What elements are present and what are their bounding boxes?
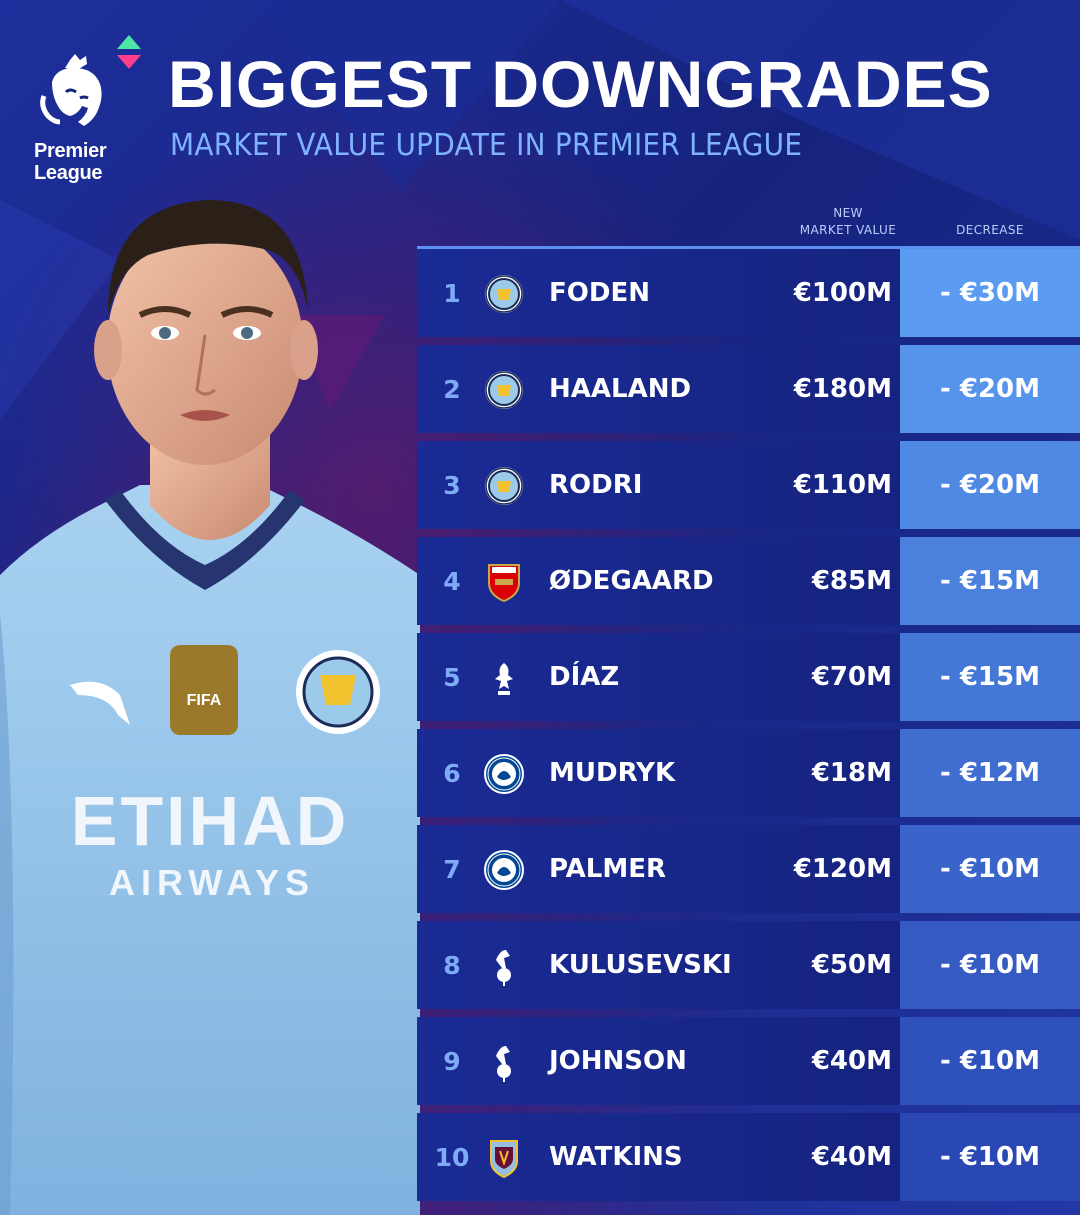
- row-main-cell: 3 RODRI €110M: [417, 441, 900, 529]
- new-market-value: €85M: [811, 566, 892, 596]
- up-down-arrows-icon: [117, 35, 141, 69]
- tottenham-crest-icon: [496, 1046, 511, 1082]
- player-name: KULUSEVSKI: [549, 950, 732, 980]
- decrease-value: - €10M: [900, 921, 1080, 1009]
- player-name: RODRI: [549, 470, 643, 500]
- new-market-value: €70M: [811, 662, 892, 692]
- premier-league-logo: [30, 52, 120, 187]
- rank-number: 5: [443, 662, 461, 692]
- decrease-value: - €12M: [900, 729, 1080, 817]
- rank-number: 9: [443, 1046, 461, 1076]
- row-main-cell: 10 WATKINS €40M: [417, 1113, 900, 1201]
- player-name: WATKINS: [549, 1142, 683, 1172]
- new-market-value: €18M: [811, 758, 892, 788]
- table-row: 7 PALMER €120M - €10M: [417, 825, 1080, 913]
- table-row: 5 DÍAZ €70M - €15M: [417, 633, 1080, 721]
- decrease-value: - €20M: [900, 441, 1080, 529]
- row-main-cell: 1 FODEN €100M: [417, 249, 900, 337]
- man-city-crest-icon: [485, 467, 523, 505]
- lion-icon: [40, 54, 102, 126]
- player-name: ØDEGAARD: [549, 566, 714, 596]
- logo-text-premier: Premier: [34, 140, 107, 162]
- arsenal-crest-icon: [488, 564, 520, 603]
- player-photo: FIFA ETIHAD AIRWAYS: [0, 200, 420, 1215]
- decrease-value: - €30M: [900, 249, 1080, 337]
- new-market-value: €120M: [793, 854, 892, 884]
- new-market-value: €100M: [793, 278, 892, 308]
- shirt-sponsor-etihad: ETIHAD: [71, 782, 350, 860]
- rank-number: 2: [443, 374, 461, 404]
- chelsea-crest-icon: [484, 754, 524, 794]
- premier-league-wordmark: Premier League: [34, 140, 107, 184]
- aston-villa-crest-icon: [490, 1140, 518, 1179]
- logo-text-league: League: [34, 162, 103, 184]
- row-main-cell: 4 ØDEGAARD €85M: [417, 537, 900, 625]
- decrease-value: - €10M: [900, 1017, 1080, 1105]
- fifa-badge-text: FIFA: [187, 692, 222, 709]
- column-header-decrease: DECREASE: [956, 223, 1024, 237]
- rank-number: 8: [443, 950, 461, 980]
- decrease-value: - €15M: [900, 633, 1080, 721]
- tottenham-crest-icon: [496, 950, 511, 986]
- table-row: 6 MUDRYK €18M - €12M: [417, 729, 1080, 817]
- row-main-cell: 6 MUDRYK €18M: [417, 729, 900, 817]
- column-header-value-line2: MARKET VALUE: [799, 223, 897, 237]
- chelsea-crest-icon: [484, 850, 524, 890]
- player-name: JOHNSON: [549, 1046, 687, 1076]
- table-row: 10 WATKINS €40M - €10M: [417, 1113, 1080, 1201]
- man-city-crest-icon: [485, 275, 523, 313]
- new-market-value: €40M: [811, 1142, 892, 1172]
- row-main-cell: 7 PALMER €120M: [417, 825, 900, 913]
- new-market-value: €180M: [793, 374, 892, 404]
- new-market-value: €50M: [811, 950, 892, 980]
- table-row: 1 FODEN €100M - €30M: [417, 249, 1080, 337]
- player-name: DÍAZ: [549, 662, 620, 692]
- shirt-sponsor-airways: AIRWAYS: [109, 862, 315, 903]
- table-top-border: [417, 246, 1080, 249]
- table-row: 8 KULUSEVSKI €50M - €10M: [417, 921, 1080, 1009]
- table-row: 9 JOHNSON €40M - €10M: [417, 1017, 1080, 1105]
- rank-number: 6: [443, 758, 461, 788]
- rank-number: 7: [443, 854, 461, 884]
- column-header-value-line1: NEW: [833, 206, 863, 220]
- table-row: 3 RODRI €110M - €20M: [417, 441, 1080, 529]
- decrease-value: - €20M: [900, 345, 1080, 433]
- decrease-value: - €15M: [900, 537, 1080, 625]
- row-main-cell: 9 JOHNSON €40M: [417, 1017, 900, 1105]
- new-market-value: €40M: [811, 1046, 892, 1076]
- liverpool-crest-icon: [495, 663, 513, 695]
- row-main-cell: 2 HAALAND €180M: [417, 345, 900, 433]
- rankings-table: 1 FODEN €100M - €30M 2 HAALAND €180M - €20M 3 ROD…: [417, 249, 1080, 1209]
- page-title: BIGGEST DOWNGRADES: [168, 47, 993, 121]
- new-market-value: €110M: [793, 470, 892, 500]
- table-row: 4 ØDEGAARD €85M - €15M: [417, 537, 1080, 625]
- row-main-cell: 8 KULUSEVSKI €50M: [417, 921, 900, 1009]
- row-main-cell: 5 DÍAZ €70M: [417, 633, 900, 721]
- decrease-value: - €10M: [900, 825, 1080, 913]
- decrease-value: - €10M: [900, 1113, 1080, 1201]
- rank-number: 1: [443, 278, 461, 308]
- player-name: HAALAND: [549, 374, 692, 404]
- player-name: FODEN: [549, 278, 650, 308]
- rank-number: 4: [443, 566, 461, 596]
- man-city-crest-icon: [485, 371, 523, 409]
- column-header-market-value: NEW MARKET VALUE: [790, 205, 906, 239]
- table-row: 2 HAALAND €180M - €20M: [417, 345, 1080, 433]
- rank-number: 10: [434, 1142, 470, 1172]
- player-name: MUDRYK: [549, 758, 676, 788]
- page-subtitle: MARKET VALUE UPDATE IN PREMIER LEAGUE: [170, 128, 803, 163]
- player-name: PALMER: [549, 854, 667, 884]
- rank-number: 3: [443, 470, 461, 500]
